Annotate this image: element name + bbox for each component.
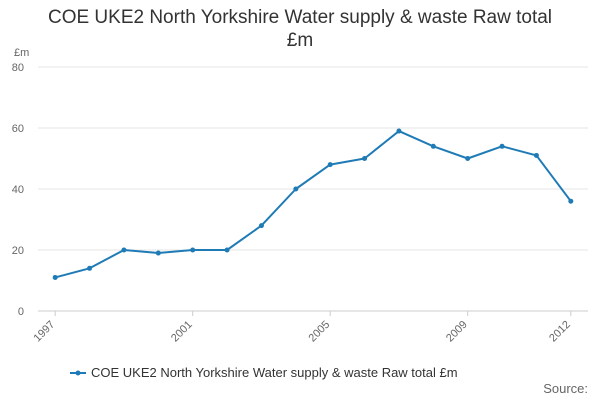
data-point-2007: [396, 128, 402, 134]
legend-label: COE UKE2 North Yorkshire Water supply & …: [91, 365, 458, 380]
data-point-2006: [362, 156, 368, 161]
legend[interactable]: COE UKE2 North Yorkshire Water supply & …: [70, 365, 458, 380]
y-tick-label-20: 20: [12, 245, 24, 257]
source-label: Source:: [543, 381, 588, 396]
data-point-2001: [190, 247, 196, 253]
data-point-1997: [52, 274, 58, 280]
y-tick-label-40: 40: [12, 184, 24, 196]
y-tick-label-0: 0: [18, 306, 24, 318]
chart-title-line-1: COE UKE2 North Yorkshire Water supply & …: [47, 7, 553, 28]
x-tick-label-2012: 2012: [547, 319, 573, 345]
series-group: [52, 128, 574, 280]
y-axis-ticks: 0 20 40 60 80: [12, 62, 24, 318]
data-point-1999: [121, 247, 127, 253]
x-axis-ticks: 1997 2001 2005 2009 2012: [32, 311, 573, 344]
series-line-0: [54, 130, 572, 279]
data-point-2002: [224, 247, 230, 253]
y-tick-label-60: 60: [12, 123, 24, 135]
data-point-2003: [258, 223, 264, 229]
x-tick-label-2005: 2005: [307, 319, 333, 345]
data-point-2010: [499, 143, 505, 149]
data-point-1998: [87, 265, 93, 271]
chart-title-line-2: £m: [286, 30, 314, 51]
y-tick-label-80: 80: [12, 62, 24, 74]
data-point-2012: [568, 198, 574, 204]
gridlines: [38, 66, 588, 312]
data-point-2011: [533, 152, 539, 158]
legend-point-marker: [75, 370, 81, 376]
x-tick-label-2009: 2009: [444, 319, 470, 345]
data-point-2004: [293, 186, 299, 192]
x-tick-label-1997: 1997: [32, 319, 58, 345]
data-point-2008: [430, 143, 436, 149]
data-point-2005: [327, 162, 333, 168]
data-point-2009: [465, 156, 471, 161]
chart-title: COE UKE2 North Yorkshire Water supply & …: [0, 6, 600, 52]
x-tick-label-2001: 2001: [169, 319, 195, 345]
y-axis-label: £m: [14, 47, 29, 59]
data-point-2000: [155, 250, 161, 256]
